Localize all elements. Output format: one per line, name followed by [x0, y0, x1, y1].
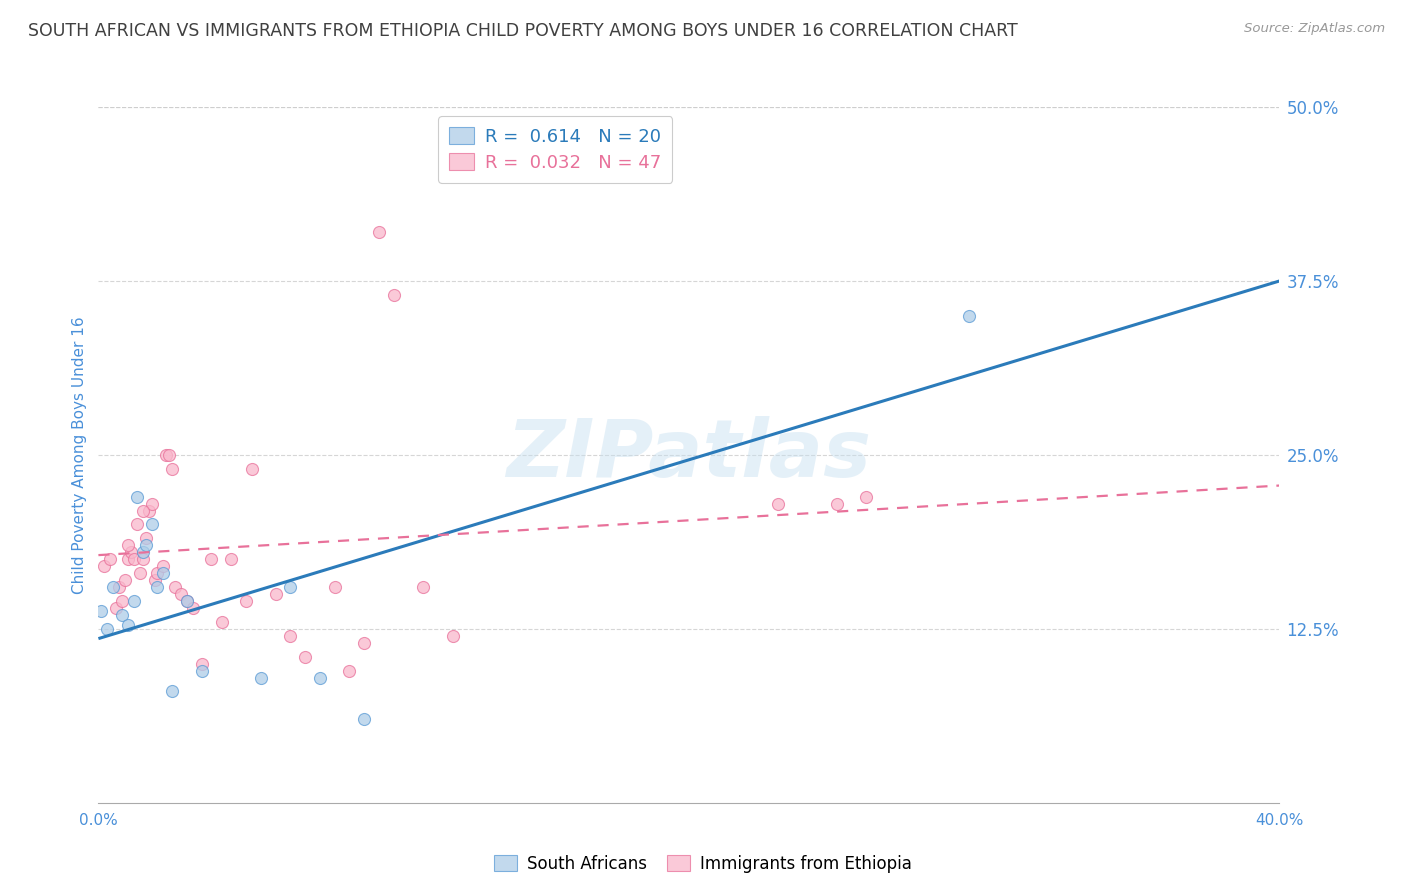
- Point: [135, 532, 157, 546]
- Point: [162, 684, 183, 698]
- Legend: R =  0.614   N = 20, R =  0.032   N = 47: R = 0.614 N = 20, R = 0.032 N = 47: [439, 116, 672, 183]
- Point: [103, 580, 125, 594]
- Point: [122, 552, 145, 566]
- Text: SOUTH AFRICAN VS IMMIGRANTS FROM ETHIOPIA CHILD POVERTY AMONG BOYS UNDER 16 CORR: SOUTH AFRICAN VS IMMIGRANTS FROM ETHIOPI…: [28, 22, 1018, 40]
- Point: [191, 657, 214, 671]
- Point: [125, 517, 148, 532]
- Point: [170, 587, 193, 601]
- Point: [90, 604, 112, 618]
- Point: [157, 448, 180, 462]
- Point: [240, 462, 263, 476]
- Point: [141, 497, 163, 511]
- Text: Source: ZipAtlas.com: Source: ZipAtlas.com: [1244, 22, 1385, 36]
- Point: [135, 538, 157, 552]
- Point: [132, 545, 155, 559]
- Point: [294, 649, 316, 664]
- Point: [412, 580, 434, 594]
- Point: [138, 503, 160, 517]
- Legend: South Africans, Immigrants from Ethiopia: South Africans, Immigrants from Ethiopia: [486, 848, 920, 880]
- Point: [132, 503, 155, 517]
- Point: [114, 573, 136, 587]
- Point: [191, 664, 214, 678]
- Point: [98, 552, 121, 566]
- Point: [264, 587, 287, 601]
- Point: [235, 594, 257, 608]
- Point: [339, 664, 360, 678]
- Point: [181, 601, 204, 615]
- Point: [152, 566, 174, 581]
- Point: [353, 636, 375, 650]
- Point: [368, 225, 391, 239]
- Point: [176, 594, 198, 608]
- Point: [117, 552, 139, 566]
- Point: [825, 497, 848, 511]
- Point: [125, 490, 148, 504]
- Point: [143, 573, 166, 587]
- Point: [146, 580, 169, 594]
- Point: [441, 629, 464, 643]
- Point: [111, 607, 134, 622]
- Point: [152, 559, 174, 574]
- Point: [111, 594, 134, 608]
- Point: [93, 559, 115, 574]
- Point: [855, 490, 877, 504]
- Point: [155, 448, 177, 462]
- Point: [766, 497, 789, 511]
- Point: [219, 552, 242, 566]
- Point: [96, 622, 118, 636]
- Point: [120, 545, 142, 559]
- Point: [122, 594, 145, 608]
- Point: [211, 615, 233, 629]
- Point: [132, 552, 155, 566]
- Point: [382, 288, 405, 302]
- Point: [323, 580, 346, 594]
- Point: [278, 580, 302, 594]
- Point: [200, 552, 222, 566]
- Point: [162, 462, 183, 476]
- Point: [309, 671, 332, 685]
- Point: [250, 671, 273, 685]
- Point: [486, 142, 509, 156]
- Point: [117, 617, 139, 632]
- Point: [353, 712, 375, 726]
- Point: [117, 538, 139, 552]
- Point: [128, 566, 150, 581]
- Point: [959, 309, 981, 323]
- Point: [176, 594, 198, 608]
- Point: [141, 517, 163, 532]
- Y-axis label: Child Poverty Among Boys Under 16: Child Poverty Among Boys Under 16: [72, 316, 87, 594]
- Point: [146, 566, 169, 581]
- Point: [165, 580, 187, 594]
- Point: [105, 601, 128, 615]
- Text: ZIPatlas: ZIPatlas: [506, 416, 872, 494]
- Point: [108, 580, 131, 594]
- Point: [278, 629, 302, 643]
